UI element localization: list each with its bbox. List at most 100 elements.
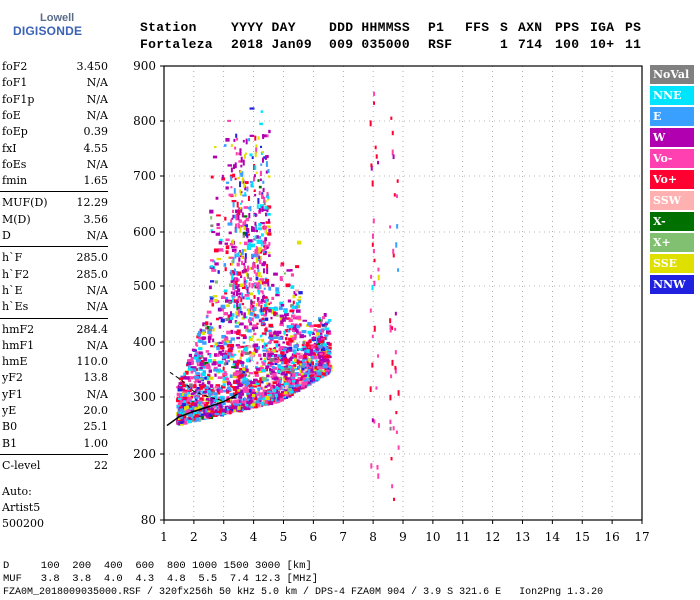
echo-point <box>188 415 191 419</box>
echo-point <box>316 373 322 378</box>
echo-point <box>372 218 375 224</box>
echo-point <box>243 312 246 319</box>
echo-point <box>312 344 316 347</box>
echo-point <box>250 403 256 407</box>
echo-point <box>178 382 183 385</box>
param-row: fxI 4.55 <box>2 142 108 158</box>
echo-point <box>220 397 225 401</box>
echo-point <box>211 399 216 403</box>
echo-point <box>264 237 267 242</box>
echo-point <box>237 406 241 410</box>
param-name: h`F2 <box>2 267 30 281</box>
echo-point <box>201 372 206 377</box>
echo-point <box>204 376 207 380</box>
echo-point <box>236 375 240 379</box>
echo-point <box>373 258 376 263</box>
echo-point <box>295 302 299 305</box>
param-row: foF1 N/A <box>2 76 108 92</box>
echo-point <box>237 375 242 378</box>
echo-point <box>176 392 181 397</box>
echo-point <box>297 377 301 380</box>
echo-point <box>307 368 312 372</box>
echo-point <box>235 214 238 221</box>
echo-point <box>229 392 233 397</box>
echo-point <box>259 256 262 262</box>
echo-point <box>267 169 270 174</box>
echo-point <box>226 390 230 394</box>
echo-point <box>292 366 296 370</box>
echo-point <box>202 410 206 414</box>
echo-point <box>304 377 309 382</box>
echo-point <box>206 326 211 330</box>
val-ddd-hhmmss: 009 035000 <box>329 37 411 52</box>
echo-point <box>201 365 206 369</box>
echo-point <box>264 392 268 396</box>
echo-point <box>213 353 217 357</box>
echo-point <box>260 307 263 313</box>
echo-point <box>197 380 202 384</box>
echo-point <box>177 417 181 421</box>
echo-point <box>225 377 230 381</box>
echo-point <box>232 387 236 391</box>
echo-point <box>242 371 246 374</box>
echo-point <box>269 391 273 395</box>
echo-point <box>265 161 268 168</box>
echo-point <box>306 364 309 367</box>
echo-point <box>267 207 270 210</box>
echo-point <box>208 333 213 338</box>
echo-point <box>217 396 221 400</box>
echo-point <box>249 134 255 137</box>
echo-point <box>255 257 258 263</box>
echo-point <box>397 390 400 396</box>
echo-point <box>176 404 180 409</box>
echo-point <box>243 397 247 401</box>
echo-point <box>201 331 206 335</box>
echo-point <box>218 307 222 312</box>
echo-point <box>377 473 380 479</box>
echo-point <box>313 324 318 327</box>
echo-point <box>248 316 252 321</box>
echo-point <box>189 376 194 380</box>
echo-point <box>188 364 191 369</box>
echo-point <box>297 365 300 369</box>
echo-point <box>202 370 206 374</box>
echo-point <box>249 312 253 316</box>
echo-point <box>256 400 260 404</box>
echo-point <box>181 384 187 388</box>
echo-point <box>185 376 190 380</box>
param-name: foE <box>2 108 21 122</box>
echo-point <box>200 401 203 404</box>
echo-point <box>247 329 252 333</box>
echo-point <box>268 254 271 257</box>
echo-point <box>239 148 242 154</box>
echo-point <box>231 199 237 203</box>
echo-point <box>240 156 243 163</box>
echo-point <box>310 355 316 360</box>
echo-point <box>247 345 252 348</box>
echo-point <box>241 302 245 306</box>
y-tick-label: 800 <box>133 114 156 128</box>
echo-point <box>190 356 195 360</box>
echo-point <box>208 326 214 329</box>
echo-point <box>275 389 279 394</box>
echo-point <box>288 382 291 385</box>
echo-point <box>246 358 250 363</box>
echo-point <box>265 309 268 315</box>
echo-point <box>269 358 275 362</box>
echo-point <box>212 345 216 348</box>
echo-point <box>251 229 256 232</box>
echo-point <box>261 194 264 199</box>
echo-point <box>255 283 258 288</box>
echo-point <box>260 365 263 369</box>
echo-point <box>208 393 211 398</box>
echo-point <box>222 408 227 413</box>
echo-point <box>259 222 265 225</box>
param-value: 3.450 <box>76 60 109 73</box>
param-name: fmin <box>2 174 28 188</box>
echo-point <box>255 272 260 277</box>
echo-point <box>216 223 220 226</box>
echo-point <box>291 380 296 383</box>
echo-point <box>240 180 243 184</box>
echo-point <box>298 291 303 295</box>
param-separator <box>0 246 108 248</box>
